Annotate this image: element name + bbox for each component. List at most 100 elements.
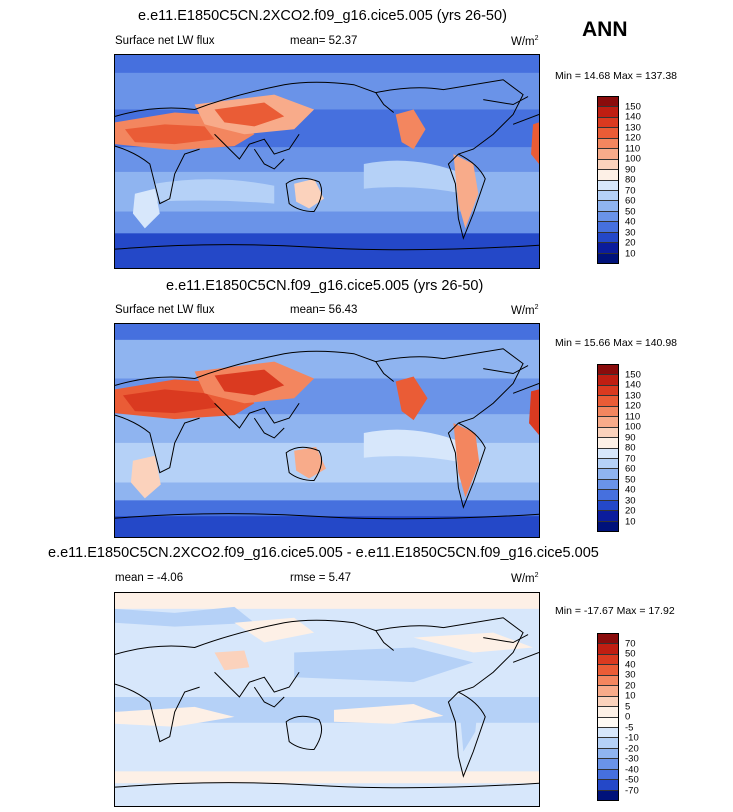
colorbar-tick-label: 20 bbox=[625, 237, 636, 249]
colorbar-segment bbox=[598, 201, 618, 212]
colorbar-segment bbox=[598, 253, 618, 263]
panel-3-units: W/m2 bbox=[511, 572, 539, 585]
colorbar-segment bbox=[598, 97, 618, 108]
colorbar-segment bbox=[598, 128, 618, 139]
colorbar-segment bbox=[598, 738, 618, 749]
panel-2-variable-label: Surface net LW flux bbox=[115, 304, 215, 316]
colorbar-tick-label: 80 bbox=[625, 174, 636, 186]
colorbar-segment bbox=[598, 232, 618, 244]
panel-3-minmax: Min = -17.67 Max = 17.92 bbox=[555, 605, 675, 617]
colorbar-tick-label: 100 bbox=[625, 153, 641, 165]
colorbar-segment bbox=[598, 438, 618, 449]
colorbar-segment bbox=[598, 665, 618, 676]
colorbar-segment bbox=[598, 707, 618, 718]
panel-2-mean: mean= 56.43 bbox=[290, 304, 358, 316]
colorbar-tick-label: 70 bbox=[625, 453, 636, 464]
colorbar-segment bbox=[598, 107, 618, 118]
colorbar-segment bbox=[598, 634, 618, 645]
colorbar-tick-label: 0 bbox=[625, 711, 631, 723]
panel-1-mean: mean= 52.37 bbox=[290, 35, 358, 47]
colorbar-tick-label: 130 bbox=[625, 122, 641, 133]
colorbar-tick-label: 40 bbox=[625, 216, 636, 228]
colorbar-tick-label: 40 bbox=[625, 659, 636, 670]
colorbar-segment bbox=[598, 396, 618, 407]
colorbar-segment bbox=[598, 790, 618, 800]
colorbar-segment bbox=[598, 211, 618, 223]
colorbar-tick-label: -30 bbox=[625, 753, 639, 765]
colorbar-tick-label: 50 bbox=[625, 206, 636, 217]
colorbar-tick-label: 140 bbox=[625, 379, 641, 391]
colorbar-segment bbox=[598, 190, 618, 202]
colorbar-tick-label: 110 bbox=[625, 411, 641, 422]
colorbar-segment bbox=[598, 448, 618, 459]
colorbar-segment bbox=[598, 365, 618, 376]
panel-1-variable-label: Surface net LW flux bbox=[115, 35, 215, 47]
colorbar-segment bbox=[598, 170, 618, 181]
panel-1-units: W/m2 bbox=[511, 35, 539, 48]
colorbar-segment bbox=[598, 780, 618, 791]
colorbar-tick-label: 30 bbox=[625, 495, 636, 506]
colorbar-tick-label: 140 bbox=[625, 111, 641, 123]
colorbar-segment bbox=[598, 180, 618, 191]
colorbar-tick-label: 70 bbox=[625, 638, 636, 649]
panel-2-units: W/m2 bbox=[511, 304, 539, 317]
colorbar-segment bbox=[598, 511, 618, 522]
colorbar-segment bbox=[598, 490, 618, 501]
colorbar-tick-label: 100 bbox=[625, 421, 641, 433]
colorbar-segment bbox=[598, 654, 618, 666]
colorbar-tick-label: 20 bbox=[625, 680, 636, 691]
panel-1-colorbar bbox=[597, 96, 619, 264]
colorbar-tick-label: 80 bbox=[625, 442, 636, 454]
colorbar-tick-label: 30 bbox=[625, 227, 636, 238]
colorbar-tick-label: 110 bbox=[625, 143, 641, 154]
colorbar-segment bbox=[598, 675, 618, 687]
colorbar-segment bbox=[598, 222, 618, 233]
colorbar-tick-label: 120 bbox=[625, 400, 641, 412]
panel-1-minmax: Min = 14.68 Max = 137.38 bbox=[555, 70, 677, 82]
panel-2-minmax: Min = 15.66 Max = 140.98 bbox=[555, 337, 677, 349]
colorbar-segment bbox=[598, 644, 618, 655]
colorbar-segment bbox=[598, 717, 618, 728]
panel-3-rmse: rmse = 5.47 bbox=[290, 572, 352, 584]
panel-3-map bbox=[114, 592, 540, 807]
colorbar-tick-label: 60 bbox=[625, 463, 636, 475]
colorbar-segment bbox=[598, 375, 618, 386]
colorbar-segment bbox=[598, 479, 618, 491]
colorbar-segment bbox=[598, 149, 618, 160]
panel-3-title: e.e11.E1850C5CN.2XCO2.f09_g16.cice5.005 … bbox=[48, 545, 599, 561]
colorbar-tick-label: -40 bbox=[625, 764, 639, 775]
colorbar-segment bbox=[598, 748, 618, 760]
panel-2-colorbar bbox=[597, 364, 619, 532]
season-label: ANN bbox=[582, 18, 628, 41]
colorbar-segment bbox=[598, 521, 618, 531]
colorbar-tick-label: 40 bbox=[625, 484, 636, 496]
colorbar-tick-label: -20 bbox=[625, 743, 639, 754]
colorbar-segment bbox=[598, 385, 618, 397]
colorbar-tick-label: 150 bbox=[625, 369, 641, 380]
colorbar-tick-label: 30 bbox=[625, 669, 636, 681]
colorbar-tick-label: 90 bbox=[625, 164, 636, 175]
colorbar-tick-label: 150 bbox=[625, 101, 641, 112]
colorbar-tick-label: 20 bbox=[625, 505, 636, 517]
colorbar-tick-label: 10 bbox=[625, 516, 636, 527]
colorbar-segment bbox=[598, 469, 618, 480]
colorbar-segment bbox=[598, 406, 618, 418]
colorbar-tick-label: -70 bbox=[625, 785, 639, 796]
colorbar-tick-label: 120 bbox=[625, 132, 641, 144]
colorbar-segment bbox=[598, 117, 618, 129]
colorbar-tick-label: 10 bbox=[625, 248, 636, 259]
colorbar-segment bbox=[598, 769, 618, 781]
colorbar-tick-label: 10 bbox=[625, 690, 636, 702]
colorbar-tick-label: -10 bbox=[625, 732, 639, 744]
panel-3-colorbar bbox=[597, 633, 619, 801]
colorbar-segment bbox=[598, 696, 618, 708]
panel-1-title: e.e11.E1850C5CN.2XCO2.f09_g16.cice5.005 … bbox=[138, 8, 507, 24]
colorbar-segment bbox=[598, 243, 618, 254]
colorbar-tick-label: 130 bbox=[625, 390, 641, 401]
panel-3-mean: mean = -4.06 bbox=[115, 572, 184, 584]
colorbar-tick-label: -50 bbox=[625, 774, 639, 786]
colorbar-segment bbox=[598, 458, 618, 470]
panel-2-map bbox=[114, 323, 540, 538]
colorbar-segment bbox=[598, 686, 618, 697]
colorbar-tick-label: 50 bbox=[625, 648, 636, 660]
